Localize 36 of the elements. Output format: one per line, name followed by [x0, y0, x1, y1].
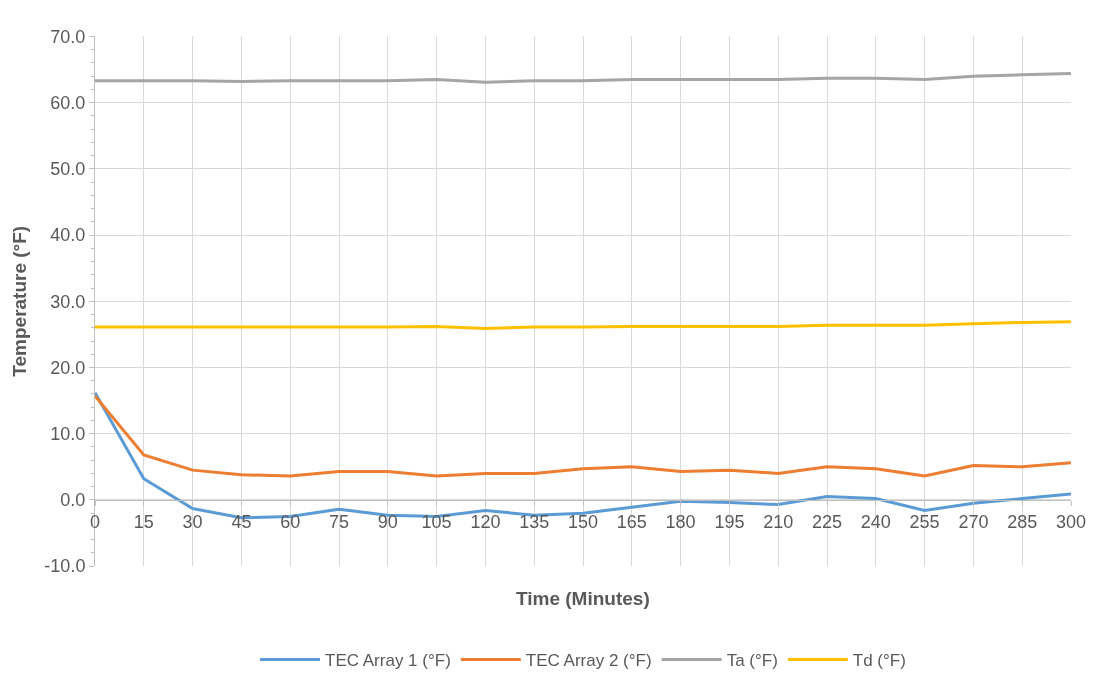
- x-tick-label: 135: [519, 511, 550, 532]
- legend-label: Ta (°F): [726, 651, 778, 671]
- legend-label: Td (°F): [852, 651, 906, 671]
- y-tick-label: 40.0: [50, 225, 86, 246]
- legend-label: TEC Array 2 (°F): [525, 651, 652, 671]
- legend-label: TEC Array 1 (°F): [325, 651, 451, 671]
- y-tick-label: 70.0: [50, 26, 86, 47]
- y-tick-label: 50.0: [50, 159, 86, 180]
- x-axis-title: Time (Minutes): [516, 588, 650, 609]
- y-axis-title: Temperature (°F): [9, 225, 31, 377]
- x-tick-label: 285: [1007, 511, 1038, 532]
- y-tick-label: 20.0: [50, 357, 86, 378]
- y-tick-label: 10.0: [50, 424, 86, 445]
- x-tick-label: 195: [714, 511, 745, 532]
- x-tick-label: 30: [182, 511, 203, 532]
- line-series: [95, 394, 1071, 478]
- x-tick-label: 255: [909, 511, 940, 532]
- x-tick-label: 225: [811, 511, 843, 532]
- x-tick-label: 15: [133, 511, 154, 532]
- line-series: [95, 320, 1071, 330]
- y-tick-label: 30.0: [50, 291, 86, 312]
- y-tick-label: -10.0: [44, 556, 86, 577]
- x-tick-label: 120: [470, 511, 501, 532]
- x-tick-label: 210: [763, 511, 794, 532]
- x-tick-label: 75: [328, 511, 350, 532]
- x-tick-label: 300: [1055, 511, 1087, 532]
- x-tick-label: 90: [377, 511, 398, 532]
- x-tick-label: 240: [860, 511, 891, 532]
- x-tick-label: 0: [89, 511, 101, 532]
- y-tick-label: 60.0: [50, 92, 86, 113]
- x-tick-label: 150: [567, 511, 599, 532]
- x-tick-label: 165: [616, 511, 647, 532]
- x-tick-label: 180: [665, 511, 696, 532]
- x-tick-label: 270: [958, 511, 989, 532]
- line-series: [95, 72, 1071, 84]
- y-tick-label: 0.0: [60, 490, 86, 511]
